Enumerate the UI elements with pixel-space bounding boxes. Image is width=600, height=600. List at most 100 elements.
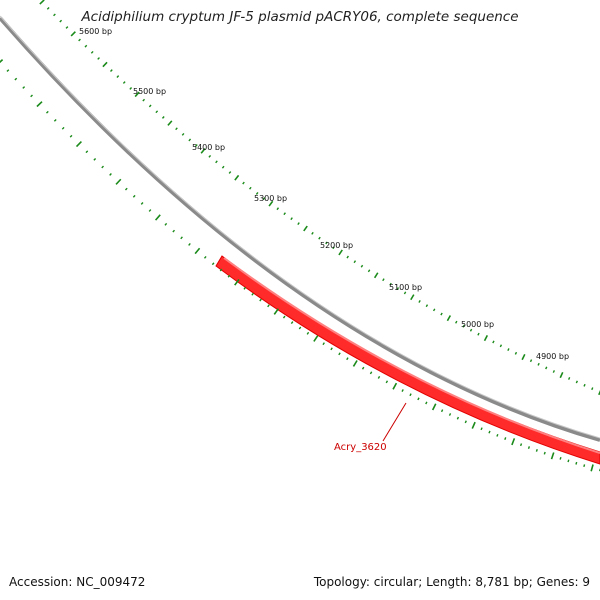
tick-mark [545,366,548,370]
tick-mark [389,282,392,286]
tick-mark [122,81,126,84]
scale-label: 5500 bp [133,87,166,96]
tick-mark [535,448,538,452]
tick-mark [148,209,152,212]
tick-mark [417,397,420,401]
tick-mark [559,371,564,379]
backbone-ring [0,16,600,442]
tick-mark [543,451,546,455]
tick-mark [215,160,218,164]
tick-mark [401,389,404,392]
tick-mark [583,464,586,468]
tick-mark [65,26,69,29]
tick-mark [70,31,76,37]
gene-arrow-highlight [223,257,600,454]
tick-mark [568,377,571,380]
tick-mark [382,278,385,282]
tick-mark [332,246,335,250]
tick-mark [462,324,465,328]
tick-mark [268,200,274,207]
tick-mark [219,268,223,272]
tick-mark [403,291,407,295]
tick-mark [39,0,45,5]
tick-mark [208,154,212,158]
tick-mark [59,19,63,23]
scale-label: 5600 bp [79,27,112,36]
tick-mark [195,144,198,147]
tick-mark [567,459,570,463]
tick-mark [0,59,4,64]
tick-mark [385,380,389,384]
tick-mark [283,212,286,216]
tick-mark [360,264,364,268]
gene-label-acry-3620[interactable]: Acry_3620 [334,442,387,453]
tick-mark [353,260,357,264]
tick-mark [318,236,321,240]
tick-mark [440,409,444,413]
tick-mark [228,171,232,174]
scale-label: 4900 bp [536,352,569,361]
tick-mark [194,247,201,255]
tick-mark [78,38,81,42]
tick-mark [276,207,280,211]
tick-mark [330,347,333,351]
tick-mark [325,241,328,245]
tick-mark [440,312,443,316]
tick-mark [30,94,33,98]
tick-mark [346,255,349,259]
tick-mark [431,403,437,411]
accession-label: Accession: NC_009472 [9,575,146,589]
tick-mark [140,202,144,205]
tick-mark [45,110,49,114]
backbone-ring-highlight [0,15,600,439]
tick-mark [53,118,57,122]
tick-mark [203,255,207,259]
map-title: Acidiphilium cryptum JF-5 plasmid pACRY0… [81,9,519,25]
tick-mark [53,13,56,17]
scale-label: 5400 bp [192,143,225,152]
inner-tick-marks [0,59,600,472]
tick-mark [469,328,473,332]
tick-mark [249,186,252,190]
tick-mark [346,357,349,361]
tick-mark [425,304,429,308]
tick-mark [392,382,398,390]
tick-mark [575,461,578,465]
tick-mark [188,138,192,142]
tick-mark [448,413,452,416]
tick-mark [167,120,173,126]
tick-mark [93,158,97,161]
tick-mark [297,222,300,226]
tick-mark [418,300,421,303]
tick-mark [507,348,510,351]
tick-mark [282,315,286,319]
tick-mark [483,335,489,342]
tick-mark [251,292,254,296]
tick-mark [148,104,152,108]
tick-mark [262,197,266,200]
tick-mark [97,57,100,60]
tick-mark [519,443,523,447]
tick-mark [575,380,578,384]
scale-label: 5000 bp [461,320,494,329]
tick-mark [396,287,400,290]
tick-mark [90,50,94,54]
tick-mark [115,178,122,185]
tick-mark [84,44,88,48]
tick-mark [432,308,436,312]
tick-mark [598,389,600,396]
tick-mark [477,332,480,336]
tick-mark [290,321,294,325]
tick-mark [211,262,215,266]
tick-mark [367,269,371,273]
tick-mark [504,437,507,440]
tick-mark [290,217,293,221]
tick-mark [221,165,225,169]
tick-mark [550,452,555,460]
tick-mark [61,126,65,130]
tick-mark [456,416,460,420]
tick-mark [311,231,314,235]
tick-mark [200,148,206,154]
tick-mark [188,243,191,246]
scale-label: 5200 bp [320,241,353,250]
